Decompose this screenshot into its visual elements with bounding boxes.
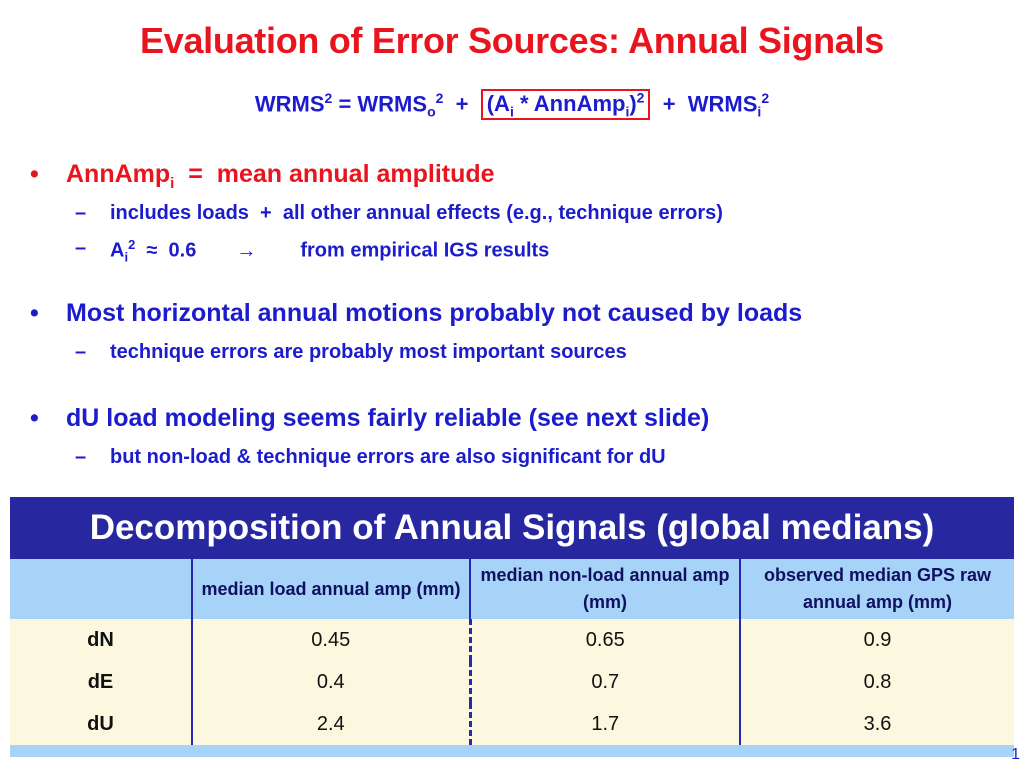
subbullet-term: A: [110, 239, 125, 262]
subbullet-text: includes loads + all other annual effect…: [110, 202, 723, 224]
subbullet-text: Ai2 ≈ 0.6 → from empirical IGS results: [110, 237, 549, 265]
table-row: dN 0.45 0.65 0.9: [10, 619, 1014, 661]
formula-subscript: i: [757, 103, 762, 120]
bullet-text: Most horizontal annual motions probably …: [66, 299, 803, 327]
formula-superscript: 2: [324, 90, 333, 106]
column-header-observed-gps-amp: observed median GPS raw annual amp (mm): [739, 559, 1014, 619]
subbullet-superscript: 2: [128, 237, 136, 252]
table-cell: 1.7: [468, 703, 740, 745]
right-arrow-icon: →: [236, 239, 257, 262]
slide-title: Evaluation of Error Sources: Annual Sign…: [140, 20, 884, 61]
bullet-dot: •: [30, 160, 39, 188]
formula-subscript: i: [509, 103, 514, 120]
table-cell: 0.4: [191, 661, 470, 703]
subbullet-text: technique errors are probably most impor…: [110, 341, 627, 363]
table-header-row: median load annual amp (mm) median non-l…: [10, 559, 1014, 619]
formula-term: WRMS: [254, 91, 325, 117]
row-label: dE: [10, 661, 192, 703]
bullet-dot: •: [30, 404, 39, 432]
formula-subscript: o: [427, 103, 436, 120]
bullet-definition: = mean annual amplitude: [174, 160, 495, 188]
formula-superscript: 2: [435, 90, 444, 106]
bullet-text: dU load modeling seems fairly reliable (…: [66, 404, 710, 432]
table-bottom-band: [10, 745, 1014, 757]
subbullet-text: but non-load & technique errors are also…: [110, 446, 666, 468]
highlighted-term-box: (Ai * AnnAmpi)2: [480, 89, 651, 121]
subbullet-source: from empirical IGS results: [300, 239, 550, 262]
table-cell: 2.4: [191, 703, 470, 745]
wrms-formula: WRMS2 = WRMSo2 + (Ai * AnnAmpi)2 + WRMSi…: [0, 89, 1024, 121]
subbullet-subscript: i: [124, 249, 129, 265]
row-label: dN: [10, 619, 192, 661]
column-header-empty: [10, 559, 192, 619]
formula-term: = WRMS: [332, 91, 428, 117]
subbullet-dash: –: [75, 446, 87, 468]
formula-term: ): [629, 91, 637, 117]
table-row: dE 0.4 0.7 0.8: [10, 661, 1014, 703]
table-cell: 0.65: [468, 619, 740, 661]
table-cell: 0.9: [739, 619, 1014, 661]
formula-term: (A: [486, 91, 510, 117]
annual-signals-table: Decomposition of Annual Signals (global …: [10, 497, 1014, 757]
table-title: Decomposition of Annual Signals (global …: [10, 497, 1014, 559]
bullet-text: AnnAmpi = mean annual amplitude: [66, 160, 495, 192]
data-table: median load annual amp (mm) median non-l…: [10, 559, 1014, 745]
subbullet-dash: –: [75, 237, 87, 259]
formula-superscript: 2: [761, 90, 770, 106]
subbullet-value: ≈ 0.6: [135, 239, 197, 262]
page-number: 1: [1011, 746, 1020, 763]
bullet-dot: •: [30, 299, 39, 327]
table-cell: 3.6: [739, 703, 1014, 745]
formula-term: * AnnAmp: [513, 91, 626, 117]
table-cell: 0.45: [191, 619, 470, 661]
bullet-term: AnnAmp: [66, 160, 171, 188]
table-cell: 0.8: [739, 661, 1014, 703]
table-cell: 0.7: [468, 661, 740, 703]
column-header-nonload-amp: median non-load annual amp (mm): [469, 559, 740, 619]
formula-term: + WRMS: [650, 91, 758, 117]
formula-operator: +: [443, 91, 481, 117]
subbullet-dash: –: [75, 202, 87, 224]
column-header-load-amp: median load annual amp (mm): [191, 559, 470, 619]
table-row: dU 2.4 1.7 3.6: [10, 703, 1014, 745]
formula-superscript: 2: [636, 90, 645, 106]
bullet-subscript: i: [170, 175, 175, 192]
formula-subscript: i: [625, 103, 630, 120]
row-label: dU: [10, 703, 192, 745]
subbullet-dash: –: [75, 341, 87, 363]
